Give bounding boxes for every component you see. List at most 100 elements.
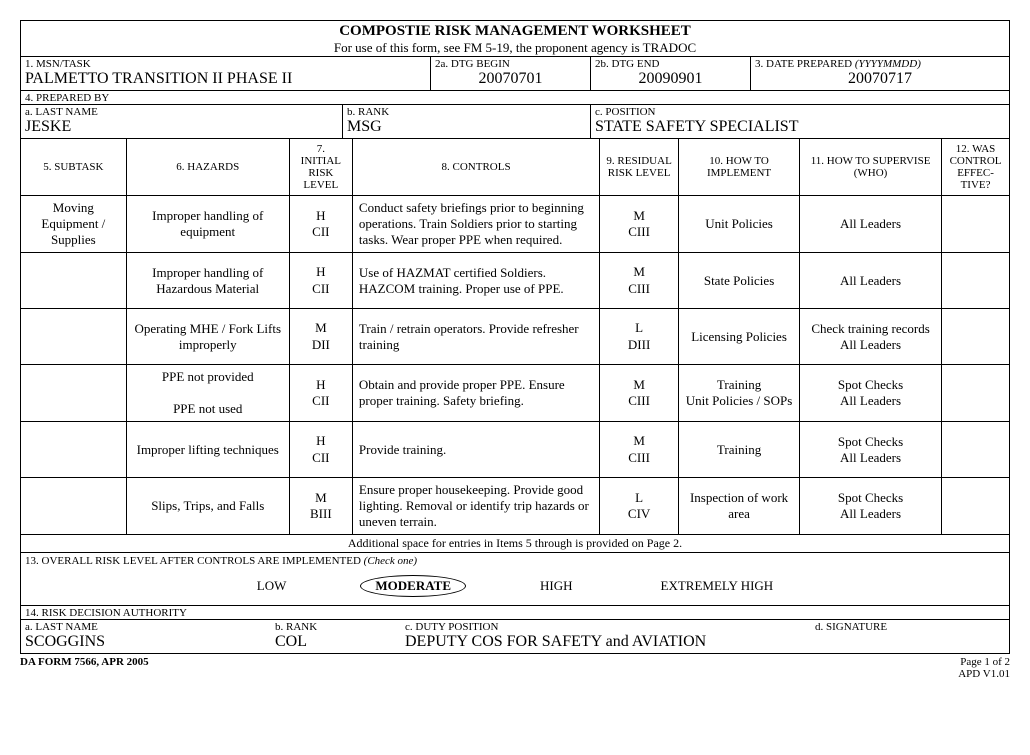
cell-implement: Training <box>679 422 800 478</box>
col-controls: 8. CONTROLS <box>352 139 599 196</box>
dtg-end-label: 2b. DTG END <box>591 57 750 70</box>
cell-subtask: Moving Equipment / Supplies <box>21 196 126 253</box>
cell-controls: Conduct safety briefings prior to beginn… <box>352 196 599 253</box>
cell-subtask <box>21 422 126 478</box>
section-14-label: 14. RISK DECISION AUTHORITY <box>21 606 1009 619</box>
cell-dtg-end: 2b. DTG END 20090901 <box>591 57 751 90</box>
date-prepared-value: 20070717 <box>751 70 1009 90</box>
rank-label: b. RANK <box>343 105 590 118</box>
risk-table: 5. SUBTASK 6. HAZARDS 7. INITIAL RISK LE… <box>21 138 1009 534</box>
table-row: Operating MHE / Fork Lifts improperlyMDI… <box>21 309 1009 365</box>
cell-initial-risk: MBIII <box>289 478 352 535</box>
cell-msn: 1. MSN/TASK PALMETTO TRANSITION II PHASE… <box>21 57 431 90</box>
position-value: STATE SAFETY SPECIALIST <box>591 118 1009 138</box>
cell-residual-risk: MCIII <box>600 253 679 309</box>
cell-implement: State Policies <box>679 253 800 309</box>
cell-controls: Obtain and provide proper PPE. Ensure pr… <box>352 365 599 422</box>
cell-subtask <box>21 309 126 365</box>
footer-right: Page 1 of 2 APD V1.01 <box>958 656 1010 680</box>
cell-hazard: Improper handling of Hazardous Material <box>126 253 289 309</box>
auth-last-value: SCOGGINS <box>21 633 271 653</box>
date-prepared-hint: (YYYYMMDD) <box>855 58 921 70</box>
cell-supervise: Check training records All Leaders <box>800 309 942 365</box>
section-13-label: 13. OVERALL RISK LEVEL AFTER CONTROLS AR… <box>21 553 1009 569</box>
table-row: Moving Equipment / SuppliesImproper hand… <box>21 196 1009 253</box>
cell-supervise: All Leaders <box>800 196 942 253</box>
cell-date-prepared: 3. DATE PREPARED (YYYYMMDD) 20070717 <box>751 57 1009 90</box>
cell-effective <box>942 365 1009 422</box>
col-hazards: 6. HAZARDS <box>126 139 289 196</box>
footer-form-id: DA FORM 7566, APR 2005 <box>20 656 149 680</box>
section-13-label-text: 13. OVERALL RISK LEVEL AFTER CONTROLS AR… <box>25 555 364 567</box>
col-residual: 9. RESIDUAL RISK LEVEL <box>600 139 679 196</box>
cell-controls: Train / retrain operators. Provide refre… <box>352 309 599 365</box>
cell-supervise: Spot Checks All Leaders <box>800 478 942 535</box>
date-prepared-label: 3. DATE PREPARED (YYYYMMDD) <box>751 57 1009 70</box>
form-subtitle: For use of this form, see FM 5-19, the p… <box>21 40 1009 56</box>
auth-last-label: a. LAST NAME <box>21 620 271 633</box>
form-wrapper: COMPOSTIE RISK MANAGEMENT WORKSHEET For … <box>20 20 1010 680</box>
table-row: PPE not provided PPE not usedHCIIObtain … <box>21 365 1009 422</box>
cell-residual-risk: LDIII <box>600 309 679 365</box>
table-row: Improper lifting techniquesHCIIProvide t… <box>21 422 1009 478</box>
cell-supervise: Spot Checks All Leaders <box>800 422 942 478</box>
row-prepared-by-fields: a. LAST NAME JESKE b. RANK MSG c. POSITI… <box>21 104 1009 138</box>
prepared-by-label: 4. PREPARED BY <box>21 91 1009 104</box>
cell-14-duty: c. DUTY POSITION DEPUTY COS FOR SAFETY a… <box>401 620 811 653</box>
cell-residual-risk: LCIV <box>600 478 679 535</box>
risk-level-option[interactable]: EXTREMELY HIGH <box>647 576 788 596</box>
risk-level-option[interactable]: LOW <box>243 576 301 596</box>
cell-residual-risk: MCIII <box>600 196 679 253</box>
title-block: COMPOSTIE RISK MANAGEMENT WORKSHEET For … <box>21 21 1009 56</box>
cell-implement: Inspection of work area <box>679 478 800 535</box>
cell-initial-risk: HCII <box>289 253 352 309</box>
section-14-fields: a. LAST NAME SCOGGINS b. RANK COL c. DUT… <box>21 619 1009 653</box>
cell-initial-risk: MDII <box>289 309 352 365</box>
dtg-begin-value: 20070701 <box>431 70 590 90</box>
cell-effective <box>942 196 1009 253</box>
risk-level-option[interactable]: HIGH <box>526 576 587 596</box>
position-label: c. POSITION <box>591 105 1009 118</box>
auth-sig-value <box>811 633 1009 635</box>
cell-hazard: Improper lifting techniques <box>126 422 289 478</box>
cell-effective <box>942 309 1009 365</box>
cell-supervise: All Leaders <box>800 253 942 309</box>
last-name-value: JESKE <box>21 118 342 138</box>
cell-hazard: Operating MHE / Fork Lifts improperly <box>126 309 289 365</box>
cell-effective <box>942 478 1009 535</box>
cell-controls: Use of HAZMAT certified Soldiers. HAZCOM… <box>352 253 599 309</box>
cell-residual-risk: MCIII <box>600 422 679 478</box>
dtg-end-value: 20090901 <box>591 70 750 90</box>
cell-hazard: Improper handling of equipment <box>126 196 289 253</box>
cell-effective <box>942 253 1009 309</box>
footer-page: Page 1 of 2 <box>958 656 1010 668</box>
auth-duty-label: c. DUTY POSITION <box>401 620 811 633</box>
cell-14-signature: d. SIGNATURE <box>811 620 1009 653</box>
cell-position: c. POSITION STATE SAFETY SPECIALIST <box>591 105 1009 138</box>
cell-implement: Licensing Policies <box>679 309 800 365</box>
footer-version: APD V1.01 <box>958 668 1010 680</box>
cell-controls: Provide training. <box>352 422 599 478</box>
cell-implement: Unit Policies <box>679 196 800 253</box>
cell-initial-risk: HCII <box>289 196 352 253</box>
section-14: 14. RISK DECISION AUTHORITY <box>21 605 1009 619</box>
cell-initial-risk: HCII <box>289 365 352 422</box>
auth-sig-label: d. SIGNATURE <box>811 620 1009 633</box>
col-subtask: 5. SUBTASK <box>21 139 126 196</box>
risk-tbody: Moving Equipment / SuppliesImproper hand… <box>21 196 1009 535</box>
auth-rank-value: COL <box>271 633 401 653</box>
risk-level-option[interactable]: MODERATE <box>360 575 466 597</box>
form-border: COMPOSTIE RISK MANAGEMENT WORKSHEET For … <box>20 20 1010 654</box>
cell-supervise: Spot Checks All Leaders <box>800 365 942 422</box>
risk-options: LOW MODERATE HIGH EXTREMELY HIGH <box>21 569 1009 605</box>
cell-last-name: a. LAST NAME JESKE <box>21 105 343 138</box>
cell-14-rank: b. RANK COL <box>271 620 401 653</box>
col-implement: 10. HOW TO IMPLEMENT <box>679 139 800 196</box>
msn-label: 1. MSN/TASK <box>21 57 430 70</box>
cell-dtg-begin: 2a. DTG BEGIN 20070701 <box>431 57 591 90</box>
col-effective: 12. WAS CONTROL EFFEC-TIVE? <box>942 139 1009 196</box>
cell-initial-risk: HCII <box>289 422 352 478</box>
cell-hazard: PPE not provided PPE not used <box>126 365 289 422</box>
cell-controls: Ensure proper housekeeping. Provide good… <box>352 478 599 535</box>
section-13-hint: (Check one) <box>364 555 417 567</box>
